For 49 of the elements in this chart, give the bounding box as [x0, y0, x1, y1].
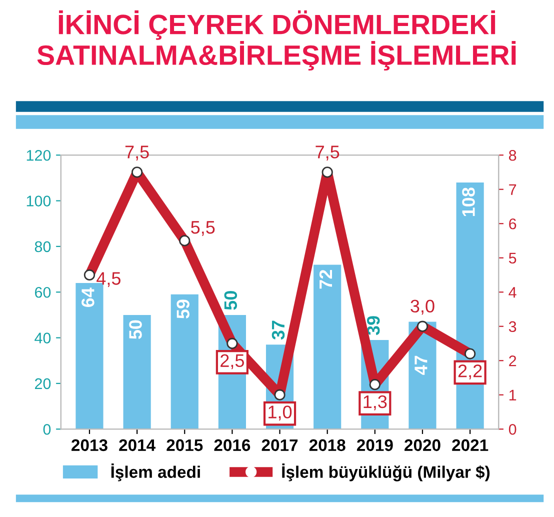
- bar: [170, 294, 198, 430]
- x-tick-label: 2021: [452, 439, 488, 452]
- bar: [314, 264, 342, 430]
- data-label: 108: [462, 188, 475, 216]
- y2-tick-label: 8: [508, 150, 516, 161]
- x-tick-label: 2018: [309, 439, 346, 452]
- data-label: 7,5: [316, 146, 340, 161]
- data-label: 50: [224, 291, 238, 310]
- y-tick-label: 60: [35, 286, 51, 298]
- data-label: 47: [414, 356, 428, 375]
- x-tick-label: 2016: [214, 439, 250, 452]
- y2-tick-label: 4: [508, 287, 516, 298]
- data-label: 4,5: [96, 272, 120, 287]
- y2-tick-label: 5: [508, 252, 516, 264]
- y2-tick-label: 1: [509, 390, 516, 400]
- y2-tick-label: 7: [509, 184, 516, 195]
- y-tick-label: 100: [26, 196, 51, 206]
- x-tick-label: 2020: [404, 439, 440, 452]
- chart-title: İKİNCİ ÇEYREK DÖNEMLERDEKİ SATINALMA&BİRLEŞME İŞLEMLERİ: [37, 10, 516, 71]
- data-label: 1,3: [364, 395, 387, 410]
- data-label: 39: [366, 316, 380, 336]
- y-tick-label: 120: [26, 150, 51, 161]
- y-tick-label: 40: [34, 332, 51, 344]
- y2-tick-label: 2: [509, 355, 516, 366]
- legend-label: İşlem büyüklüğü (Milyar $): [282, 464, 490, 482]
- y2-tick-label: 0: [508, 424, 516, 435]
- x-tick-label: 2014: [119, 439, 156, 452]
- data-label: 64: [82, 288, 94, 307]
- y-tick-label: 20: [34, 378, 51, 390]
- data-label: 1,0: [268, 406, 292, 421]
- data-label: 3,0: [410, 300, 434, 315]
- x-tick-label: 2013: [72, 439, 108, 452]
- legend-label: İşlem adedi: [111, 464, 200, 482]
- data-label: 37: [272, 320, 285, 340]
- data-label: 7,5: [125, 146, 149, 161]
- data-label: 72: [319, 270, 332, 289]
- data-label: 2,5: [220, 354, 244, 370]
- data-label: 50: [129, 320, 142, 340]
- x-tick-label: 2015: [166, 439, 203, 452]
- data-label: 2,2: [458, 364, 482, 380]
- x-tick-label: 2017: [262, 439, 298, 452]
- y-tick-label: 0: [43, 424, 51, 435]
- y2-tick-label: 6: [509, 218, 516, 230]
- x-tick-label: 2019: [356, 439, 393, 452]
- data-label: 5,5: [191, 221, 215, 236]
- bar: [123, 314, 151, 430]
- y2-tick-label: 3: [508, 321, 516, 332]
- y-tick-label: 80: [34, 241, 51, 252]
- data-label: 59: [176, 300, 190, 318]
